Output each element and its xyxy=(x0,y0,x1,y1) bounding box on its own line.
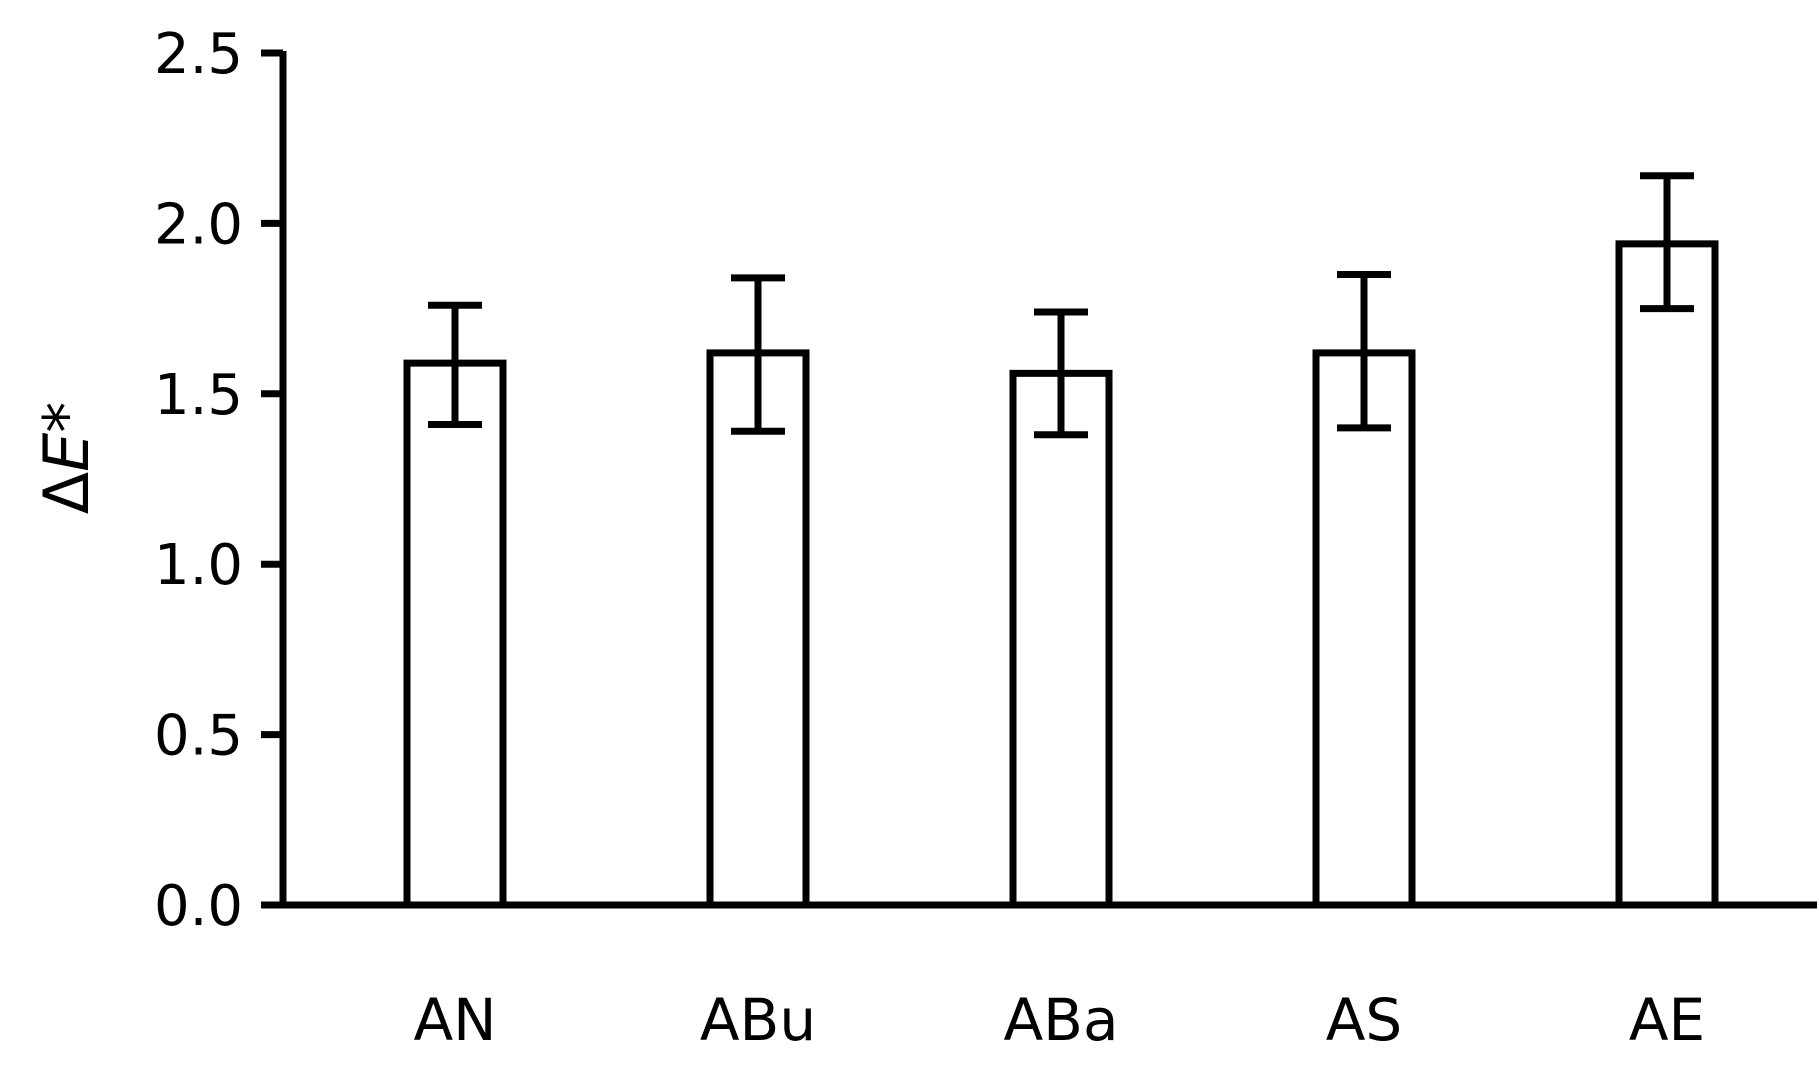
bar xyxy=(1009,369,1113,909)
y-tick-label: 1.0 xyxy=(154,533,243,598)
bar xyxy=(403,359,507,909)
bar xyxy=(1312,349,1416,909)
x-category-label: ABu xyxy=(700,986,816,1054)
x-category-label: ABa xyxy=(1003,986,1118,1054)
y-tick-label: 2.5 xyxy=(154,22,243,87)
y-axis-label-delta: Δ xyxy=(30,472,103,514)
y-tick-label: 0.5 xyxy=(154,704,243,769)
x-category-label: AE xyxy=(1629,986,1705,1054)
y-axis-label-suffix: * xyxy=(30,402,103,433)
y-tick-label: 2.0 xyxy=(154,192,243,257)
y-axis: 0.0 0.5 1.0 1.5 2.0 2.5 xyxy=(154,22,287,939)
y-tick-label: 0.0 xyxy=(154,874,243,939)
bar xyxy=(706,349,810,909)
x-category-label: AN xyxy=(413,986,496,1054)
bar xyxy=(1615,240,1719,909)
error-bars xyxy=(428,172,1694,439)
x-axis: AN ABu ABa AS AE xyxy=(280,901,1817,1054)
y-tick-label: 1.5 xyxy=(154,363,243,428)
y-axis-label-variable: E xyxy=(30,432,103,472)
y-axis-label: ΔE* xyxy=(30,402,103,515)
x-category-label: AS xyxy=(1326,986,1403,1054)
